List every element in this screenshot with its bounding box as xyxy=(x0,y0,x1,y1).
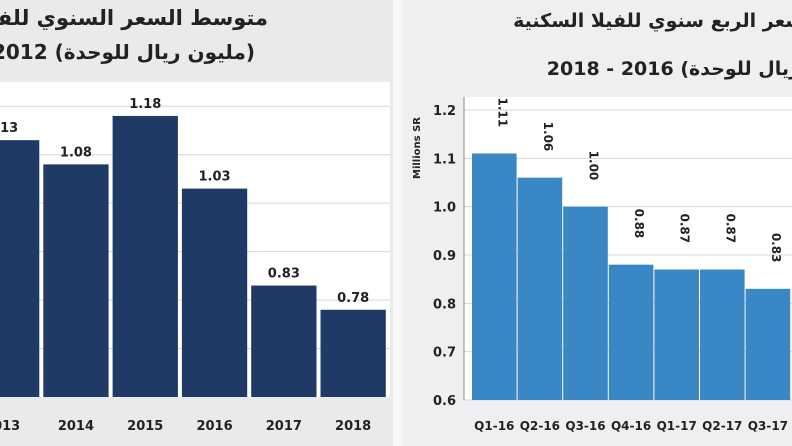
right-bar xyxy=(517,177,563,400)
right-bar-value-label: 0.87 xyxy=(723,214,737,244)
right-bar-value-label: 0.88 xyxy=(632,209,646,239)
right-y-tick-label: 1.1 xyxy=(433,152,456,167)
left-x-tick-label: 013 xyxy=(0,419,20,434)
left-bar-value-label: .13 xyxy=(0,121,18,136)
left-bar xyxy=(0,140,40,397)
right-y-tick-label: 1.2 xyxy=(433,104,456,119)
left-bar xyxy=(43,164,109,397)
left-bar xyxy=(320,309,386,397)
left-bar xyxy=(251,285,317,397)
right-chart-title-line2: ريال للوحدة) 2016 - 2018 xyxy=(546,58,792,80)
right-chart-title-line1: سعر الربع سنوي للفيلا السكنية xyxy=(513,10,792,32)
right-x-tick-label: Q2-16 xyxy=(520,419,560,433)
right-bar-value-label: 1.00 xyxy=(587,151,601,181)
right-x-tick-label: Q3-17 xyxy=(748,419,788,433)
left-bar-value-label: 0.83 xyxy=(268,267,300,282)
right-y-tick-label: 0.7 xyxy=(433,346,456,361)
left-chart-title-line2: (مليون ريال للوحدة) 2012 xyxy=(0,40,255,64)
right-bar xyxy=(472,153,517,400)
right-y-tick-label: 0.6 xyxy=(433,394,456,409)
right-x-tick-label: Q3-16 xyxy=(565,419,605,433)
right-bar-chart: 0.6 0.7 0.8 0.9 1.0 1.1 1.2 Millions SR 1.11 Q1-1… xyxy=(412,97,792,433)
left-x-tick-label: 2018 xyxy=(335,419,371,434)
left-bar-chart: .13 013 1.08 2014 1.18 2015 1.03 2016 0.83 2017 0.… xyxy=(0,82,390,434)
left-bar xyxy=(181,188,248,397)
panel-divider xyxy=(393,0,402,446)
left-bar xyxy=(112,115,178,397)
right-y-tick-label: 0.9 xyxy=(433,249,456,264)
right-bar-value-label: 0.87 xyxy=(678,214,692,244)
right-x-tick-label: Q2-17 xyxy=(702,419,742,433)
left-x-tick-label: 2015 xyxy=(127,419,163,434)
right-bar-value-label: 1.11 xyxy=(495,98,509,128)
right-bar xyxy=(700,269,745,400)
left-bar-value-label: 1.08 xyxy=(60,145,92,160)
left-x-tick-label: 2017 xyxy=(266,419,302,434)
right-y-tick-label: 0.8 xyxy=(433,297,456,312)
left-x-tick-label: 2016 xyxy=(196,419,232,434)
right-x-tick-label: Q1-17 xyxy=(657,419,697,433)
right-y-tick-label: 1.0 xyxy=(433,201,456,216)
right-y-axis-title: Millions SR xyxy=(412,117,423,179)
right-bar-value-label: 0.83 xyxy=(769,233,783,263)
left-x-tick-label: 2014 xyxy=(58,419,94,434)
left-bar-value-label: 1.03 xyxy=(199,170,231,185)
right-x-tick-label: Q1-16 xyxy=(474,419,514,433)
left-chart-panel: متوسط السعر السنوي للفيلا (مليون ريال لل… xyxy=(0,0,393,446)
right-chart-panel: سعر الربع سنوي للفيلا السكنية ريال للوحد… xyxy=(402,0,792,446)
right-x-tick-label: Q4-16 xyxy=(611,419,651,433)
right-bar xyxy=(563,206,608,400)
right-bar xyxy=(745,288,791,400)
right-bar xyxy=(608,264,654,400)
right-bar xyxy=(654,269,699,400)
left-bar-value-label: 0.78 xyxy=(337,291,369,306)
right-bar-value-label: 1.06 xyxy=(541,122,555,152)
left-chart-title-line1: متوسط السعر السنوي للفيلا xyxy=(0,6,268,30)
left-bar-value-label: 1.18 xyxy=(129,97,161,112)
